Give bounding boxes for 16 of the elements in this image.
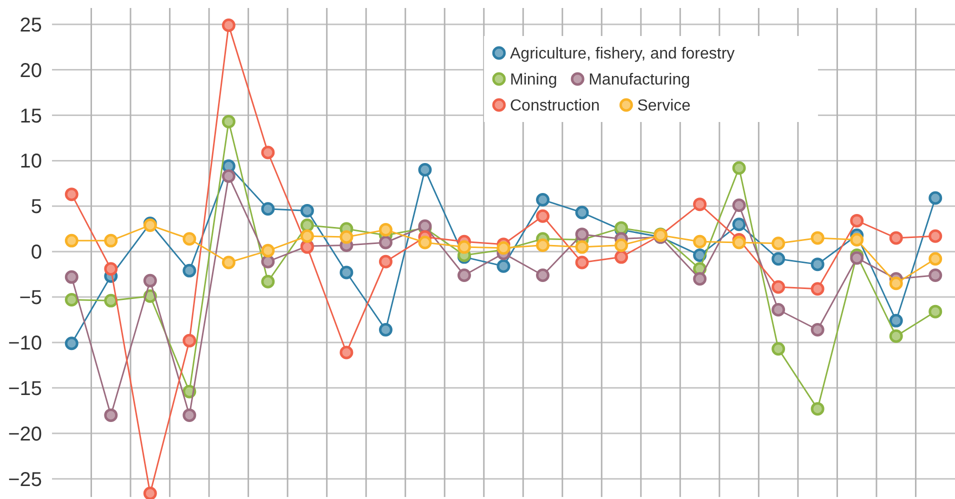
y-tick-label: −20 (8, 423, 42, 446)
y-tick-label: 15 (20, 105, 42, 128)
legend-label: Service (637, 98, 691, 115)
y-tick-label: −15 (8, 378, 42, 400)
y-tick-label: −5 (19, 287, 42, 310)
y-tick-label: −10 (8, 332, 42, 354)
legend-label: Mining (510, 72, 558, 89)
y-tick-label: 20 (20, 60, 42, 82)
y-tick-label: 25 (20, 14, 42, 36)
legend-label: Agriculture, fishery, and forestry (510, 46, 735, 63)
legend-label: Construction (510, 98, 600, 115)
y-tick-label: 5 (30, 196, 42, 218)
y-tick-label: 10 (20, 150, 42, 173)
y-tick-label: −25 (8, 468, 42, 491)
y-tick-label: 0 (30, 242, 42, 264)
legend-label: Manufacturing (588, 72, 690, 89)
